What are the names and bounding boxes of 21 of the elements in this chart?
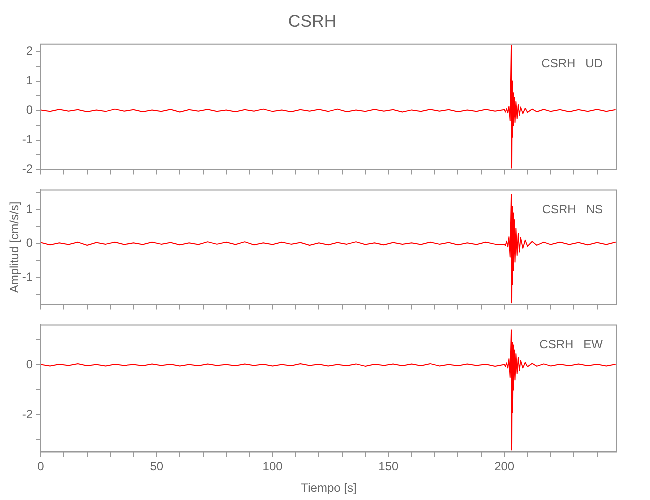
x-axis-title: Tiempo [s]	[301, 481, 357, 496]
y-tick-label: 0	[26, 103, 34, 118]
x-tick-label: 100	[262, 460, 284, 474]
y-tick-label: 1	[26, 74, 34, 88]
y-tick-label: 1	[26, 202, 34, 216]
y-tick-label: 0	[26, 236, 34, 250]
y-tick-label: -1	[22, 132, 34, 147]
x-tick-label: 50	[150, 460, 164, 474]
chart-title: CSRH	[288, 12, 337, 31]
y-tick-label: 2	[26, 44, 34, 58]
annotation: CSRH EW	[540, 338, 604, 352]
y-axis-title: Amplitud [cm/s/s]	[8, 202, 22, 294]
x-tick-label: 0	[38, 460, 45, 474]
y-tick-label: -2	[22, 408, 34, 422]
annotation: CSRH NS	[542, 202, 603, 217]
x-tick-label: 150	[378, 460, 400, 474]
y-tick-label: -1	[22, 270, 34, 284]
y-tick-label: -2	[22, 162, 34, 176]
y-tick-label: 0	[26, 358, 34, 372]
annotation: CSRH UD	[542, 56, 604, 71]
x-tick-label: 200	[494, 460, 515, 474]
